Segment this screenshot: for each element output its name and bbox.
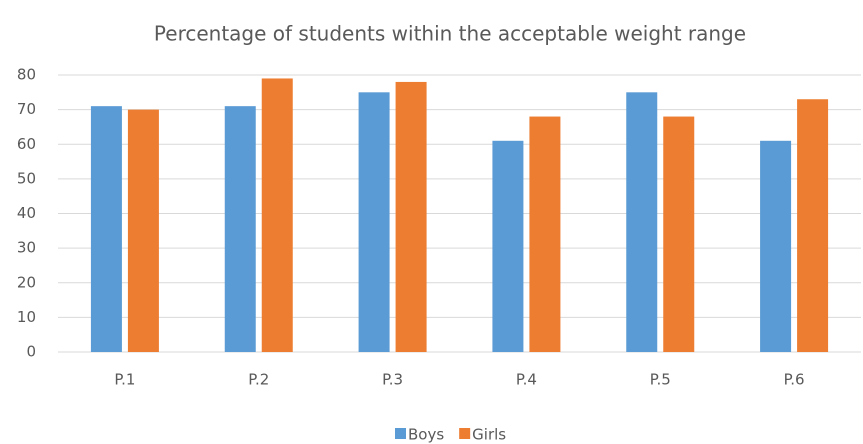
legend-label: Boys: [408, 426, 444, 444]
x-tick-label: P.4: [516, 371, 537, 389]
legend-swatch: [395, 428, 406, 439]
bar: [797, 99, 829, 352]
bar: [127, 109, 159, 352]
bar: [492, 140, 524, 352]
bar: [358, 92, 390, 352]
y-tick-label: 10: [17, 308, 36, 326]
y-tick-label: 0: [26, 343, 36, 361]
bar: [395, 81, 427, 353]
legend-swatch: [459, 428, 471, 439]
x-tick-label: P.5: [650, 371, 671, 389]
y-tick-label: 50: [17, 169, 36, 187]
bar: [261, 78, 293, 353]
y-tick-label: 80: [17, 66, 36, 84]
bar: [760, 140, 792, 352]
chart-title: Percentage of students within the accept…: [154, 22, 746, 46]
x-tick-label: P.2: [248, 371, 269, 389]
bar: [224, 106, 256, 352]
x-tick-label: P.6: [784, 371, 805, 389]
legend-label: Girls: [472, 426, 506, 444]
x-tick-label: P.3: [382, 371, 403, 389]
y-tick-label: 60: [17, 135, 36, 153]
y-tick-label: 30: [17, 239, 36, 257]
bar: [626, 92, 658, 352]
bar: [663, 116, 695, 352]
x-tick-label: P.1: [114, 371, 135, 389]
bar: [90, 106, 122, 352]
bar: [529, 116, 561, 352]
y-tick-label: 70: [17, 100, 36, 118]
y-tick-label: 20: [17, 273, 36, 291]
y-tick-label: 40: [17, 204, 36, 222]
